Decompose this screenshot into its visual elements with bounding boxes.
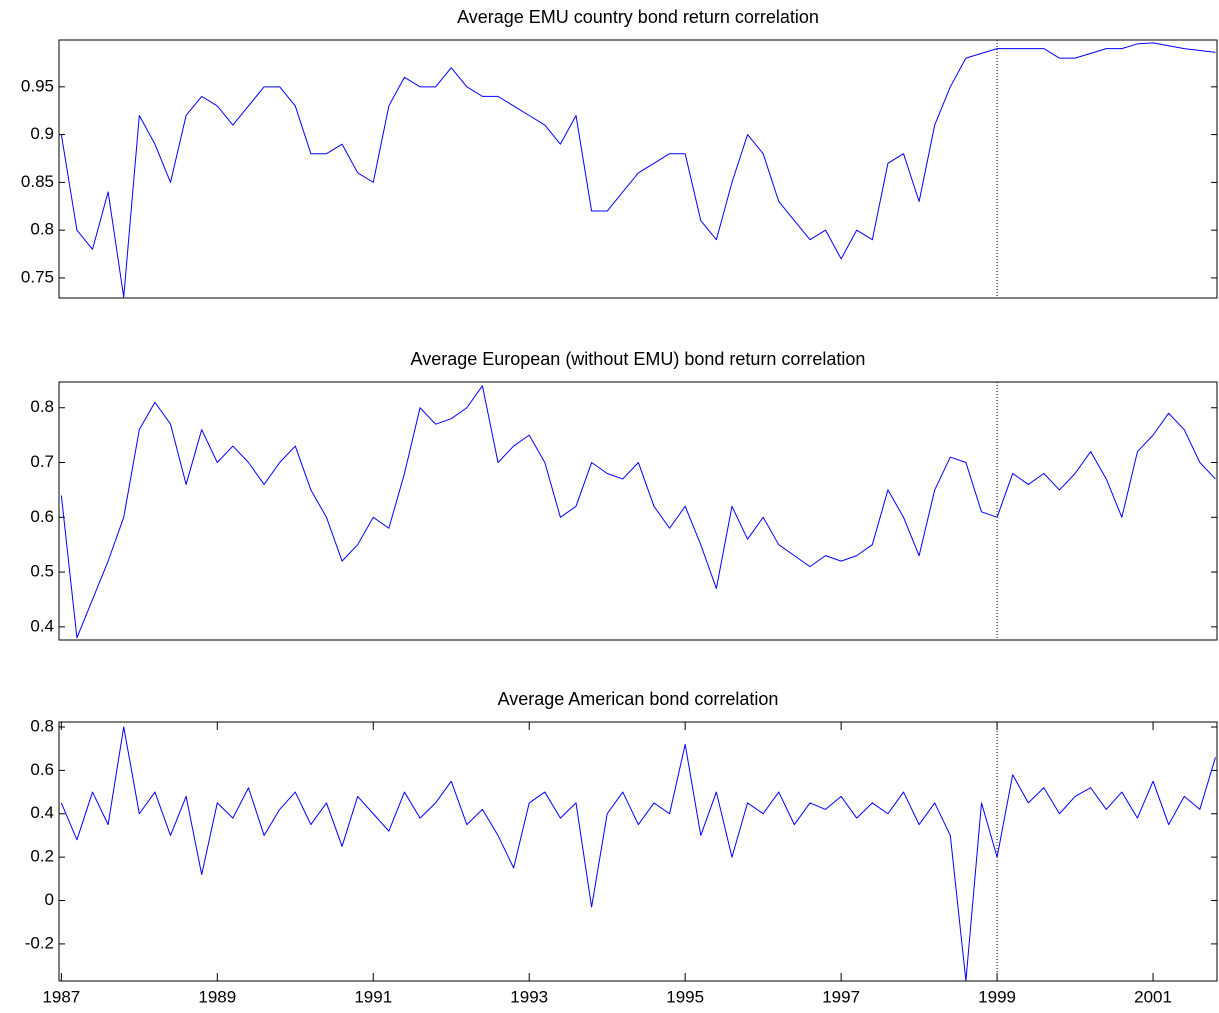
data-line xyxy=(60,42,1216,298)
y-tick-label: 0.4 xyxy=(30,616,54,635)
y-tick-label: 0.6 xyxy=(30,507,54,526)
x-tick-label: 2001 xyxy=(1134,987,1172,1006)
y-tick-label: 0.8 xyxy=(30,220,54,239)
y-tick-label: 0.95 xyxy=(21,76,54,95)
x-tick-label: 1987 xyxy=(42,987,80,1006)
y-tick-label: 0.7 xyxy=(30,452,54,471)
plot-frame xyxy=(58,381,1218,641)
y-tick-label: -0.2 xyxy=(25,933,54,952)
y-tick-label: 0.8 xyxy=(30,397,54,416)
y-tick-label: 0.85 xyxy=(21,172,54,191)
chart-title: Average American bond correlation xyxy=(498,689,779,709)
y-tick-label: 0.5 xyxy=(30,562,54,581)
y-tick-label: 0 xyxy=(45,890,54,909)
y-tick-label: 0.2 xyxy=(30,847,54,866)
y-tick-label: 0.9 xyxy=(30,124,54,143)
x-tick-label: 1991 xyxy=(354,987,392,1006)
y-tick-label: 0.75 xyxy=(21,267,54,286)
data-line xyxy=(60,385,1216,639)
y-tick-label: 0.4 xyxy=(30,803,54,822)
x-tick-label: 1989 xyxy=(198,987,236,1006)
x-tick-label: 1999 xyxy=(978,987,1016,1006)
chart-title: Average European (without EMU) bond retu… xyxy=(411,349,866,369)
y-tick-label: 0.8 xyxy=(30,716,54,735)
chart-title: Average EMU country bond return correlat… xyxy=(457,7,819,27)
plot-frame xyxy=(58,721,1218,982)
x-tick-label: 1993 xyxy=(510,987,548,1006)
data-line xyxy=(60,726,1216,981)
x-tick-label: 1995 xyxy=(666,987,704,1006)
y-tick-label: 0.6 xyxy=(30,760,54,779)
x-tick-label: 1997 xyxy=(822,987,860,1006)
plot-frame xyxy=(58,39,1218,299)
